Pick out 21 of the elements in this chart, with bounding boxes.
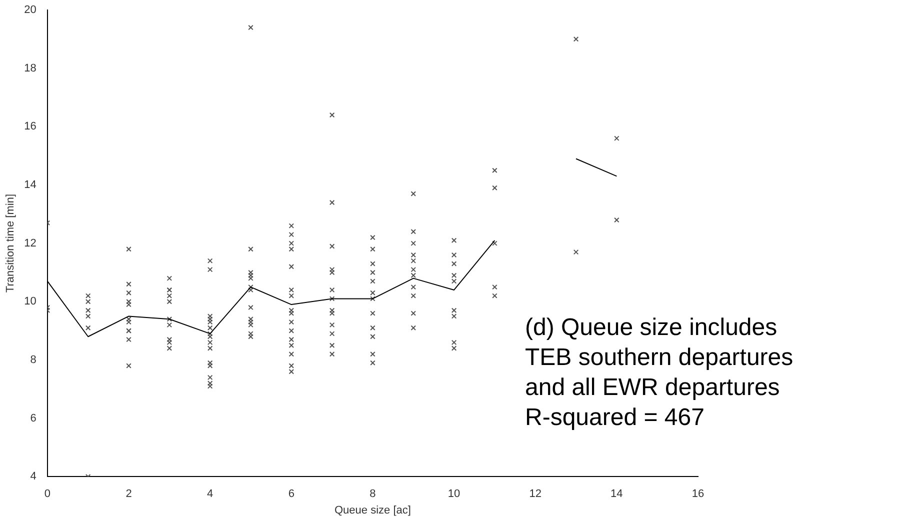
y-tick-label: 12 — [24, 237, 36, 250]
y-tick-label: 20 — [24, 4, 36, 16]
x-tick-label: 14 — [610, 488, 623, 500]
x-axis-title: Queue size [ac] — [334, 504, 411, 516]
annotation: (d) Queue size includes TEB southern departures and all EWR departures R-squared = 467 — [525, 314, 794, 431]
y-axis-title: Transition time [min] — [4, 194, 17, 293]
y-tick-label: 14 — [24, 179, 36, 192]
x-tick-label: 0 — [44, 488, 50, 500]
y-tick-label: 8 — [30, 354, 36, 366]
y-tick-label: 6 — [30, 412, 36, 424]
x-tick-label: 2 — [126, 488, 132, 500]
x-tick-label: 10 — [448, 488, 460, 500]
y-tick-label: 10 — [24, 296, 36, 308]
x-tick-label: 4 — [207, 488, 214, 500]
y-tick-label: 4 — [30, 470, 36, 483]
y-tick-label: 18 — [24, 62, 36, 74]
x-tick-label: 16 — [692, 488, 704, 500]
x-tick-label: 8 — [370, 488, 376, 500]
x-tick-label: 6 — [288, 488, 294, 500]
x-tick-label: 12 — [529, 488, 542, 500]
y-tick-label: 16 — [24, 120, 36, 133]
